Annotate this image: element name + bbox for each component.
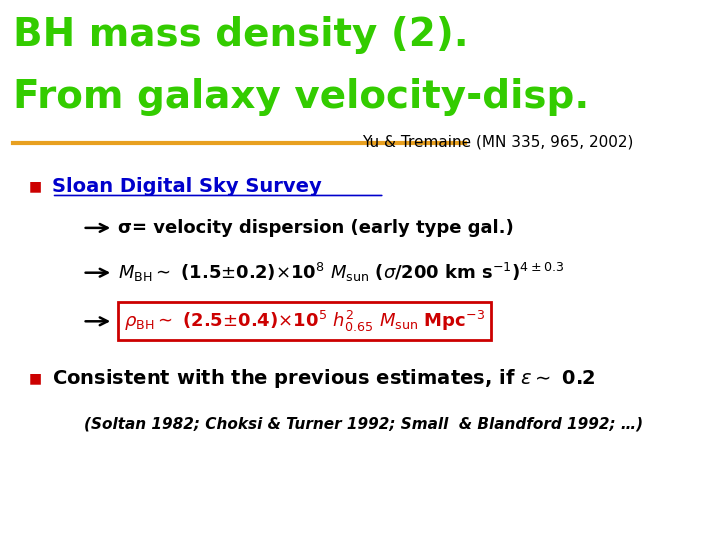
Text: BH mass density (2).: BH mass density (2). xyxy=(13,16,469,54)
Text: ■: ■ xyxy=(29,371,42,385)
Text: From galaxy velocity-disp.: From galaxy velocity-disp. xyxy=(13,78,589,116)
Text: $M_{\mathrm{BH}}\sim$ (1.5$\pm$0.2)$\times$10$^{8}$ $M_{\mathrm{sun}}$ ($\sigma$: $M_{\mathrm{BH}}\sim$ (1.5$\pm$0.2)$\tim… xyxy=(117,261,564,284)
Text: $\rho_{\mathrm{BH}}\sim$ (2.5$\pm$0.4)$\times$10$^{5}$ $h_{0.65}^{2}$ $M_{\mathr: $\rho_{\mathrm{BH}}\sim$ (2.5$\pm$0.4)$\… xyxy=(124,309,485,334)
Text: (Soltan 1982; Choksi & Turner 1992; Small  & Blandford 1992; …): (Soltan 1982; Choksi & Turner 1992; Smal… xyxy=(84,416,643,431)
Text: Yu & Tremaine (MN 335, 965, 2002): Yu & Tremaine (MN 335, 965, 2002) xyxy=(362,134,634,150)
Text: Sloan Digital Sky Survey: Sloan Digital Sky Survey xyxy=(52,177,321,196)
Text: Consistent with the previous estimates, if $\varepsilon\sim$ 0.2: Consistent with the previous estimates, … xyxy=(52,367,595,389)
Text: σ= velocity dispersion (early type gal.): σ= velocity dispersion (early type gal.) xyxy=(117,219,513,237)
Text: ■: ■ xyxy=(29,179,42,193)
